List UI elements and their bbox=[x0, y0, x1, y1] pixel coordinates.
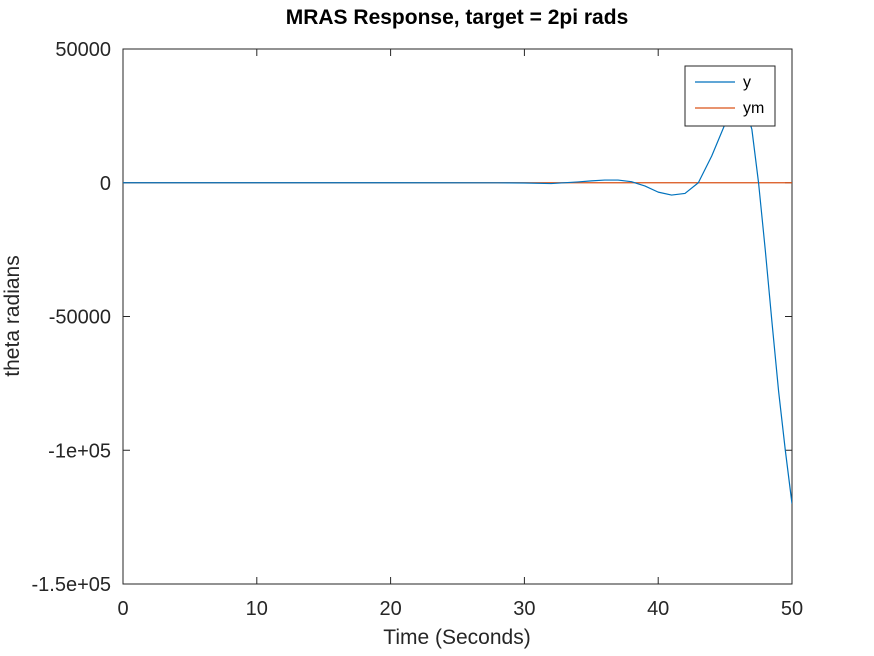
y-tick-label: -50000 bbox=[49, 307, 111, 329]
x-tick-label: 10 bbox=[246, 598, 268, 620]
chart-title: MRAS Response, target = 2pi rads bbox=[286, 6, 629, 29]
x-tick-label: 0 bbox=[117, 598, 128, 620]
series-layer bbox=[123, 104, 792, 504]
x-tick-label: 30 bbox=[513, 598, 535, 620]
y-tick-label: 0 bbox=[100, 173, 111, 195]
legend-label-ym: ym bbox=[743, 100, 764, 117]
legend: y ym bbox=[684, 65, 776, 127]
x-tick-label: 40 bbox=[647, 598, 669, 620]
x-axis-label: Time (Seconds) bbox=[383, 626, 530, 649]
y-tick-label: 50000 bbox=[55, 39, 111, 61]
series-line-y bbox=[123, 104, 792, 504]
y-tick-label: -1.5e+05 bbox=[31, 574, 111, 596]
plot-area bbox=[122, 48, 793, 585]
y-axis-label: theta radians bbox=[1, 255, 24, 376]
x-tick-label: 20 bbox=[379, 598, 401, 620]
x-tick-label: 50 bbox=[781, 598, 803, 620]
legend-label-y: y bbox=[743, 74, 751, 91]
legend-box bbox=[684, 65, 776, 127]
y-tick-label: -1e+05 bbox=[48, 440, 111, 462]
axis-ticks: 0 10 20 30 40 50 -1.5e+05 -1e+05 -50000 0 50000 bbox=[31, 39, 803, 620]
